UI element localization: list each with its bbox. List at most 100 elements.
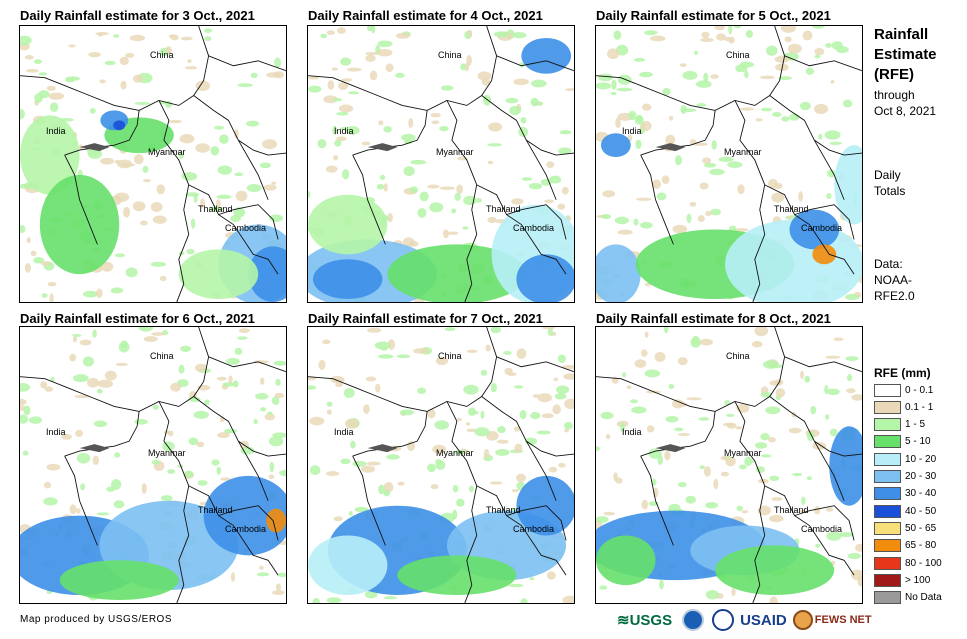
rain-patch bbox=[715, 545, 835, 596]
rain-speck bbox=[744, 456, 753, 466]
rain-speck bbox=[634, 115, 644, 125]
rain-speck bbox=[352, 460, 367, 467]
rain-speck bbox=[564, 428, 570, 433]
rain-speck bbox=[190, 218, 196, 229]
rain-patch bbox=[834, 145, 862, 225]
border-line bbox=[208, 55, 286, 72]
rain-speck bbox=[760, 392, 773, 398]
rain-speck bbox=[114, 452, 121, 458]
rainfall-map-oct-7: China India Myanmar Thailand Cambodia bbox=[307, 326, 575, 604]
rain-speck bbox=[348, 510, 353, 516]
rain-speck bbox=[115, 362, 128, 367]
rain-speck bbox=[73, 374, 89, 383]
country-label-india: India bbox=[622, 126, 642, 136]
border-line bbox=[596, 327, 786, 412]
rain-speck bbox=[177, 464, 184, 468]
rain-speck bbox=[195, 143, 210, 153]
rain-speck bbox=[826, 169, 836, 178]
rain-speck bbox=[685, 397, 702, 401]
legend-swatch bbox=[874, 435, 901, 449]
rain-speck bbox=[514, 443, 523, 453]
legend-swatch bbox=[874, 418, 901, 432]
rain-speck bbox=[601, 214, 612, 220]
border-line bbox=[20, 327, 210, 412]
rain-speck bbox=[518, 126, 529, 138]
rain-speck bbox=[516, 473, 526, 483]
rain-speck bbox=[784, 36, 792, 43]
rain-speck bbox=[277, 572, 286, 578]
rain-speck bbox=[720, 455, 731, 461]
rain-speck bbox=[814, 54, 821, 59]
rain-speck bbox=[541, 413, 554, 419]
rain-speck bbox=[272, 432, 286, 439]
rain-speck bbox=[342, 169, 350, 180]
rain-speck bbox=[847, 552, 862, 560]
rain-speck bbox=[699, 465, 705, 470]
rain-speck bbox=[332, 125, 338, 136]
rain-speck bbox=[559, 130, 572, 135]
border-line bbox=[193, 396, 286, 457]
rain-speck bbox=[40, 261, 51, 266]
rain-speck bbox=[806, 431, 815, 442]
rain-speck bbox=[234, 129, 239, 139]
rain-speck bbox=[546, 571, 556, 580]
rain-speck bbox=[781, 116, 790, 122]
rain-speck bbox=[216, 466, 222, 475]
panel-title-6: Daily Rainfall estimate for 8 Oct., 2021 bbox=[596, 311, 831, 326]
rain-speck bbox=[711, 140, 717, 150]
rain-speck bbox=[365, 376, 377, 382]
legend-label: 50 - 65 bbox=[905, 522, 937, 534]
rain-speck bbox=[563, 421, 573, 430]
rain-speck bbox=[610, 91, 617, 96]
rain-speck bbox=[383, 596, 398, 600]
legend-label: 0 - 0.1 bbox=[905, 384, 934, 396]
rain-speck bbox=[170, 382, 182, 392]
country-label-cambodia: Cambodia bbox=[225, 223, 267, 233]
rain-speck bbox=[561, 365, 574, 370]
rain-speck bbox=[668, 384, 675, 389]
rain-speck bbox=[217, 165, 233, 175]
rain-speck bbox=[33, 59, 43, 65]
rain-speck bbox=[633, 57, 646, 62]
rain-speck bbox=[49, 102, 59, 113]
border-line bbox=[813, 139, 845, 200]
rain-patch bbox=[20, 115, 80, 195]
rain-speck bbox=[150, 261, 167, 267]
rain-speck bbox=[561, 186, 569, 195]
rain-speck bbox=[493, 31, 510, 38]
rain-speck bbox=[766, 45, 778, 56]
rain-speck bbox=[383, 126, 392, 133]
legend-item: > 100 bbox=[874, 573, 930, 587]
rain-speck bbox=[642, 103, 652, 111]
legend-label: 5 - 10 bbox=[905, 436, 931, 448]
rain-speck bbox=[644, 331, 649, 338]
rain-speck bbox=[341, 78, 353, 82]
rain-speck bbox=[477, 71, 492, 81]
country-label-india: India bbox=[334, 126, 354, 136]
rain-speck bbox=[178, 364, 185, 374]
rain-speck bbox=[771, 192, 785, 203]
rain-speck bbox=[486, 430, 499, 441]
country-label-myanmar: Myanmar bbox=[436, 147, 474, 157]
rain-speck bbox=[216, 199, 221, 208]
rain-speck bbox=[125, 267, 138, 278]
rain-speck bbox=[616, 87, 633, 92]
delta-mark bbox=[79, 444, 110, 453]
border-line bbox=[784, 356, 862, 373]
legend-label: 1 - 5 bbox=[905, 419, 926, 431]
rain-speck bbox=[626, 385, 632, 390]
rain-patch bbox=[312, 259, 383, 299]
legend-swatch bbox=[874, 470, 901, 483]
legend-swatch bbox=[874, 591, 901, 605]
rain-speck bbox=[771, 497, 783, 501]
rain-speck bbox=[259, 377, 265, 385]
rain-speck bbox=[829, 428, 838, 437]
rain-patch bbox=[516, 254, 574, 302]
rain-speck bbox=[332, 97, 343, 102]
rain-speck bbox=[769, 596, 778, 603]
rain-speck bbox=[33, 257, 45, 264]
rain-speck bbox=[354, 506, 369, 513]
rain-speck bbox=[151, 459, 160, 465]
rain-speck bbox=[275, 583, 282, 591]
rain-speck bbox=[831, 41, 843, 50]
